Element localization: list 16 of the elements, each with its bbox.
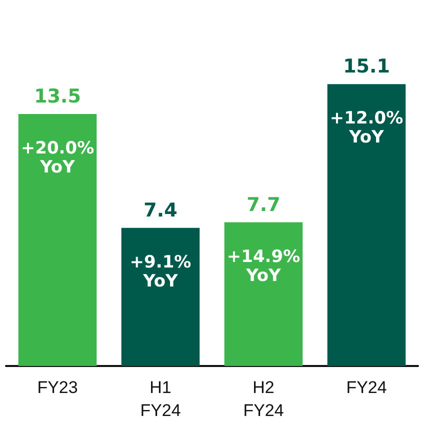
x-tick-label: FY24 [346, 378, 387, 397]
x-tick-label: H1 FY24 [140, 378, 181, 420]
data-label: 7.4 [144, 199, 178, 222]
data-label: 7.7 [246, 194, 280, 216]
annotation: +20.0% YoY [20, 138, 94, 178]
bar [121, 228, 200, 366]
data-label: 13.5 [34, 86, 81, 108]
x-tick-label: H2 FY24 [243, 378, 284, 420]
bar [327, 84, 406, 366]
x-tick-label: FY23 [37, 378, 78, 397]
bar [18, 114, 97, 366]
annotation: +14.9% YoY [226, 246, 300, 286]
bar [224, 222, 303, 366]
annotation: +9.1% YoY [130, 252, 192, 292]
annotation: +12.0% YoY [330, 108, 404, 148]
data-label: 15.1 [343, 56, 390, 78]
